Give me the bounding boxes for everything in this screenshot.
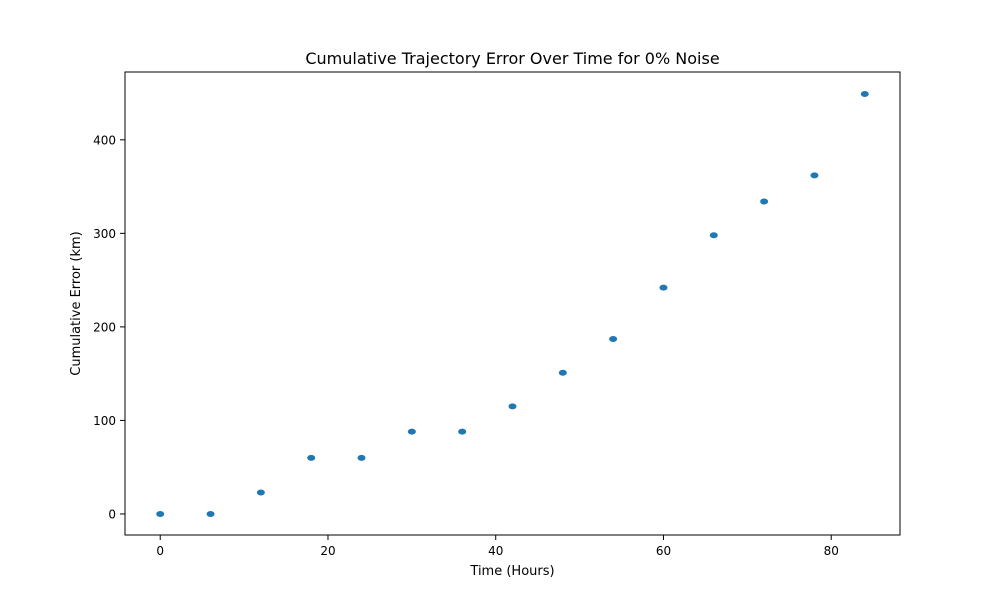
x-tick-label: 20 [320, 544, 335, 558]
chart-title: Cumulative Trajectory Error Over Time fo… [305, 49, 719, 68]
data-point [407, 428, 416, 435]
y-tick-label: 200 [93, 320, 116, 334]
data-point [659, 284, 668, 291]
data-point [156, 510, 165, 517]
data-point [760, 198, 769, 205]
plot-area: 0 20 40 60 80 0 100 200 300 400 [93, 71, 901, 558]
y-axis: 0 100 200 300 400 [93, 133, 125, 521]
data-point [860, 90, 869, 97]
y-tick-label: 100 [93, 414, 116, 428]
data-point [206, 510, 215, 517]
data-point [307, 454, 316, 461]
y-tick-label: 400 [93, 133, 116, 147]
data-point [256, 489, 265, 496]
x-axis: 0 20 40 60 80 [156, 535, 839, 558]
plot-frame [124, 71, 901, 536]
x-tick-label: 80 [824, 544, 839, 558]
x-tick-label: 40 [488, 544, 503, 558]
x-tick-label: 60 [656, 544, 671, 558]
data-point [558, 369, 567, 376]
data-points [156, 90, 869, 517]
x-axis-label: Time (Hours) [469, 564, 554, 579]
x-tick-label: 0 [156, 544, 164, 558]
data-point [609, 336, 618, 343]
data-point [709, 232, 718, 239]
data-point [458, 428, 467, 435]
data-point [357, 454, 366, 461]
y-tick-label: 0 [108, 507, 116, 521]
data-point [508, 403, 517, 410]
y-axis-label: Cumulative Error (km) [69, 231, 84, 376]
data-point [810, 172, 819, 179]
y-tick-label: 300 [93, 227, 116, 241]
